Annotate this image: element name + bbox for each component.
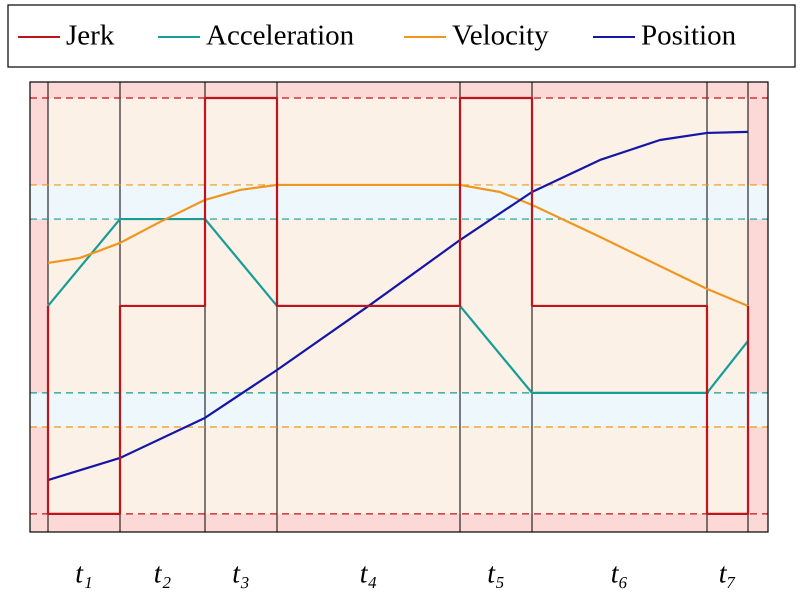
x-tick-label: t₄ <box>360 558 378 589</box>
limit-zone <box>748 82 768 532</box>
limit-zone <box>30 513 768 532</box>
x-tick-label: t₅ <box>487 558 505 589</box>
band <box>30 392 768 427</box>
series-line <box>46 96 750 516</box>
legend-box <box>7 4 796 68</box>
limit-zone <box>30 82 768 99</box>
legend-label: Velocity <box>452 20 549 52</box>
x-tick-label: t₇ <box>719 558 737 589</box>
legend-label: Acceleration <box>206 20 355 52</box>
x-tick-label: t₁ <box>75 558 93 589</box>
x-tick-label: t₆ <box>611 558 629 589</box>
legend-label: Position <box>641 20 737 52</box>
legend: Jerk Acceleration Velocity Position <box>18 20 737 52</box>
plot-area <box>29 81 769 533</box>
x-tick-label: t₂ <box>154 558 172 589</box>
limit-zone <box>30 82 48 532</box>
band <box>30 184 768 220</box>
plot-frame <box>29 81 769 533</box>
legend-label: Jerk <box>66 20 115 52</box>
x-tick-label: t₃ <box>232 558 250 589</box>
